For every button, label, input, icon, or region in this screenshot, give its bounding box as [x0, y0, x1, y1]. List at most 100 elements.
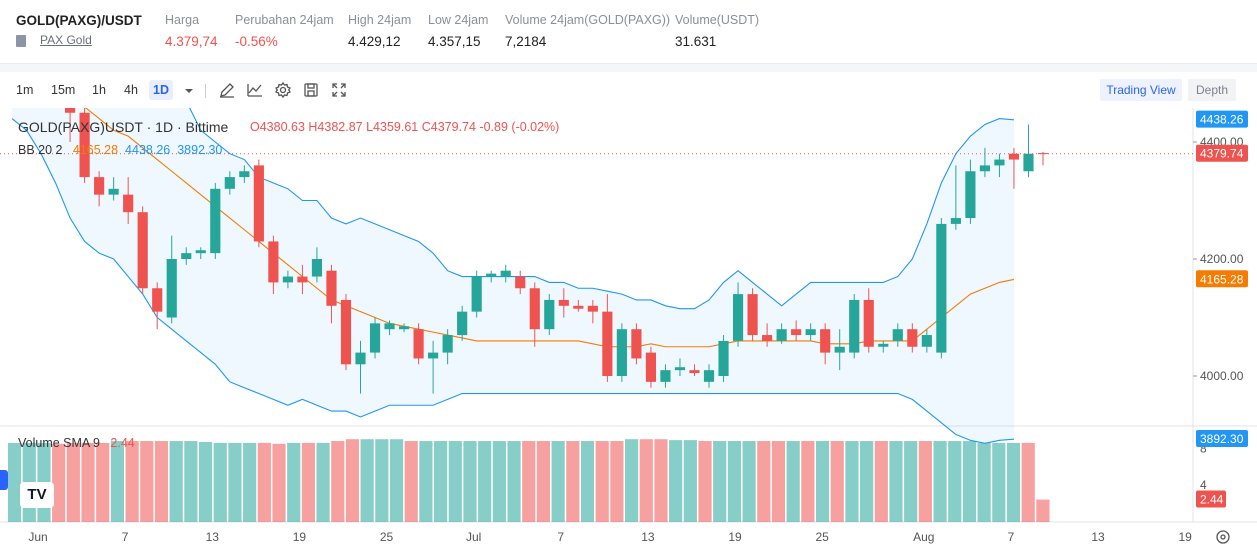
legend-high: H4382.87 [308, 120, 363, 134]
candle-body [732, 294, 744, 341]
candle-body [442, 335, 453, 353]
candle-body [849, 299, 860, 353]
gear-icon[interactable] [274, 81, 292, 99]
candle-body [936, 223, 947, 353]
x-tick-label: Aug [913, 530, 934, 544]
high-value: 4.429,12 [348, 34, 401, 49]
legend-low: L4359.61 [366, 120, 419, 134]
volume-bar [669, 440, 683, 522]
bb-lower-value: 3892.30 [177, 143, 223, 157]
collapse-handle[interactable] [0, 470, 8, 490]
x-tick-label: 25 [815, 530, 829, 544]
volume-bar [815, 441, 830, 522]
candle-body [500, 270, 511, 277]
candle-body [486, 273, 497, 277]
candle-body [428, 352, 439, 359]
bb-basis-line [85, 108, 1015, 348]
timeframe-1h[interactable]: 1h [92, 83, 106, 97]
candle-body [616, 329, 627, 376]
volume-bar [96, 442, 110, 522]
legend-change: -0.89 (-0.02%) [479, 120, 560, 134]
candle-body [1008, 153, 1020, 160]
x-tick-label: 13 [641, 530, 655, 544]
candle-body [311, 259, 323, 277]
candle-body [457, 311, 468, 336]
candle-body [994, 159, 1005, 166]
volume-bar [478, 441, 492, 522]
volume-bar [243, 442, 257, 522]
volume-bar [977, 442, 991, 522]
volume-base-value: 7,2184 [505, 34, 547, 49]
volume-bar [992, 442, 1006, 522]
volume-bar [683, 440, 697, 522]
candle-body [921, 335, 932, 347]
candle-body [282, 276, 293, 283]
bb-lower-line [11, 118, 1015, 444]
x-tick-label: 7 [1008, 530, 1015, 544]
chart-area[interactable]: 4800.004600.004400.004200.004000.0084Jun… [0, 108, 1257, 556]
toolbar-divider [205, 84, 206, 98]
candle-body [907, 329, 918, 347]
save-icon[interactable] [302, 81, 320, 99]
chevron-down-icon[interactable] [180, 81, 198, 99]
volume-bar [331, 441, 345, 522]
volume-bar [8, 442, 22, 522]
candle-body [79, 112, 90, 178]
volume-sma-value: 2.44 [110, 436, 135, 450]
indicator-icon[interactable] [246, 81, 264, 99]
candlestick-chart[interactable]: 4800.004600.004400.004200.004000.0084Jun… [0, 108, 1257, 556]
bb-mid-value: 4165.28 [72, 143, 119, 157]
volume-bar [463, 441, 477, 522]
candle-body [297, 276, 308, 283]
candle-body [791, 329, 802, 336]
candle-body [398, 326, 410, 330]
volume-bar [713, 441, 727, 522]
candle-body [718, 340, 729, 376]
candle-body [1023, 153, 1034, 172]
candle-body [703, 370, 715, 382]
x-tick-label: 19 [1178, 530, 1192, 544]
volume-bar [1021, 442, 1035, 522]
candle-body [166, 259, 177, 318]
timeframe-1d[interactable]: 1D [149, 80, 173, 100]
volume-bar [140, 441, 154, 522]
volume-bar [742, 441, 756, 522]
candle-body [950, 218, 961, 224]
x-tick-label: Jul [466, 530, 481, 544]
timeframe-15m[interactable]: 15m [51, 83, 76, 97]
volume-bar [169, 441, 183, 522]
timeframe-4h[interactable]: 4h [124, 83, 138, 97]
candle-body [340, 299, 352, 365]
volume-label: Volume SMA 9 [18, 436, 100, 450]
fullscreen-icon[interactable] [330, 81, 348, 99]
volume-base-label: Volume 24jam(GOLD(PAXG)) [505, 13, 671, 27]
volume-bar [889, 441, 903, 522]
volume-bar [184, 441, 198, 522]
candle-body [878, 343, 889, 347]
settings-icon[interactable] [1214, 528, 1232, 546]
volume-bar [228, 442, 242, 522]
vol-tick-label: 4 [1200, 478, 1207, 492]
volume-bar [845, 441, 859, 522]
pair-title[interactable]: GOLD(PAXG)/USDT [16, 13, 142, 28]
candle-body [195, 250, 206, 254]
price-tag-label: 4165.28 [1200, 272, 1244, 286]
depth-button[interactable]: Depth [1188, 79, 1236, 101]
volume-bar [419, 441, 433, 522]
candle-body [674, 367, 686, 371]
document-icon [16, 35, 26, 47]
candle-body [892, 329, 903, 341]
candle-body [94, 177, 105, 195]
pair-subtitle-link[interactable]: PAX Gold [40, 33, 92, 47]
trading-view-button[interactable]: Trading View [1100, 79, 1182, 101]
candle-body [631, 329, 642, 359]
volume-bar [316, 442, 330, 522]
volume-bar [213, 442, 227, 522]
y-tick-label: 4200.00 [1200, 252, 1244, 266]
price-tag-label: 4379.74 [1200, 147, 1244, 161]
timeframe-1m[interactable]: 1m [16, 83, 34, 97]
legend-volume: Volume SMA 9 2.44 [18, 436, 135, 450]
pencil-icon[interactable] [218, 81, 236, 99]
candle-body [863, 299, 874, 347]
candle-body [834, 346, 845, 353]
